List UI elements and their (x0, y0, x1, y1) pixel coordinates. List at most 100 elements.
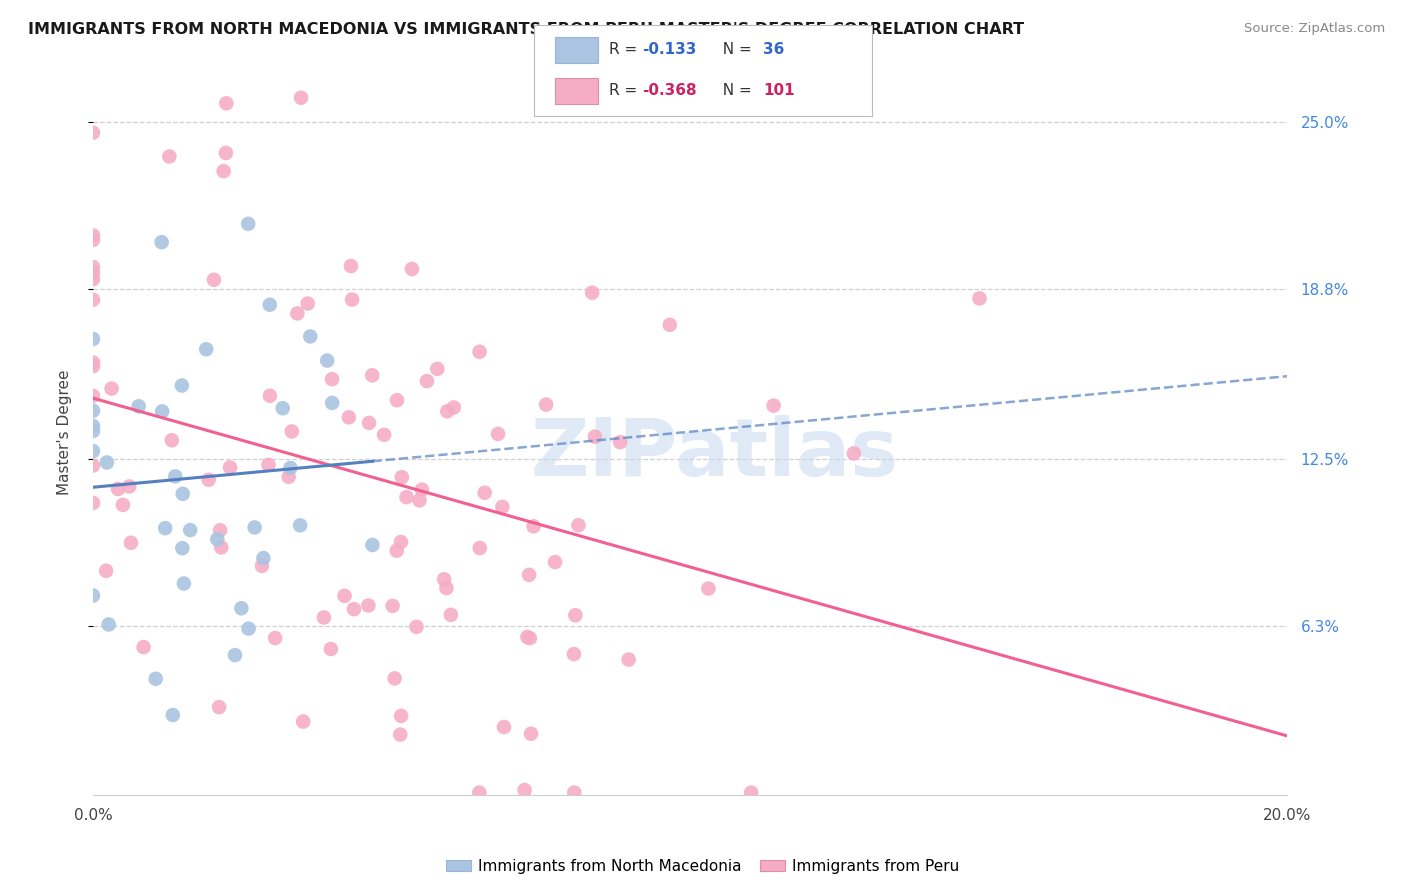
Point (128, 399, 150, 413)
Point (259, 298, 281, 312)
Point (433, 572, 456, 586)
Point (408, 493, 430, 508)
Point (212, 164, 235, 178)
Point (762, 399, 785, 413)
Text: -0.368: -0.368 (643, 84, 697, 98)
Point (411, 483, 433, 497)
Point (468, 786, 491, 800)
Point (96, 455, 118, 469)
Point (82, 403, 104, 417)
Point (385, 543, 408, 558)
Point (179, 523, 201, 537)
Point (373, 427, 395, 442)
Point (491, 500, 513, 514)
Point (202, 273, 225, 287)
Point (160, 434, 183, 448)
Point (468, 541, 491, 555)
Point (94, 564, 117, 578)
Point (287, 306, 309, 320)
Point (516, 630, 538, 644)
Point (82, 266, 104, 280)
Point (321, 396, 343, 410)
Point (209, 541, 232, 555)
Point (170, 378, 193, 392)
Point (436, 581, 458, 595)
Point (544, 555, 567, 569)
Point (842, 446, 865, 460)
Point (209, 523, 232, 537)
Point (82, 444, 104, 458)
Point (416, 374, 439, 388)
Point (82, 389, 104, 403)
Text: N =: N = (713, 43, 756, 57)
Point (292, 714, 315, 729)
Point (337, 410, 360, 425)
Point (617, 652, 640, 666)
Point (82, 233, 104, 247)
Point (440, 607, 463, 622)
Point (517, 567, 540, 582)
Point (357, 599, 380, 613)
Text: R =: R = (609, 43, 643, 57)
Point (340, 293, 363, 307)
Point (361, 538, 384, 552)
Point (519, 631, 541, 645)
Point (389, 535, 412, 549)
Point (82, 272, 104, 286)
Text: 101: 101 (763, 84, 794, 98)
Point (82, 424, 104, 438)
Point (82, 355, 104, 369)
Point (82, 293, 104, 307)
Point (520, 727, 543, 741)
Point (107, 482, 129, 496)
Point (118, 479, 141, 493)
Point (564, 608, 586, 623)
Point (243, 520, 266, 534)
Point (277, 470, 299, 484)
Point (82, 359, 104, 373)
Point (562, 647, 585, 661)
Point (271, 401, 294, 416)
Text: -0.133: -0.133 (643, 43, 697, 57)
Point (426, 362, 449, 376)
Point (401, 262, 423, 277)
Point (357, 416, 380, 430)
Point (264, 631, 287, 645)
Point (389, 709, 412, 723)
Point (389, 728, 412, 742)
Text: R =: R = (609, 84, 643, 98)
Point (157, 149, 180, 163)
Text: 36: 36 (763, 43, 785, 57)
Point (609, 435, 631, 450)
Point (340, 259, 363, 273)
Point (250, 558, 273, 573)
Point (215, 96, 238, 111)
Point (97, 617, 120, 632)
Point (443, 401, 465, 415)
Point (82, 126, 104, 140)
Point (238, 217, 260, 231)
Point (231, 601, 253, 615)
Point (384, 672, 406, 686)
Point (173, 576, 195, 591)
Point (381, 599, 404, 613)
Point (523, 519, 546, 533)
Text: ZIPatlas: ZIPatlas (530, 415, 898, 492)
Point (468, 344, 491, 359)
Point (120, 535, 142, 549)
Point (82, 260, 104, 274)
Point (219, 460, 242, 475)
Point (343, 602, 366, 616)
Point (391, 470, 413, 484)
Text: IMMIGRANTS FROM NORTH MACEDONIA VS IMMIGRANTS FROM PERU MASTER'S DEGREE CORRELAT: IMMIGRANTS FROM NORTH MACEDONIA VS IMMIG… (28, 22, 1024, 37)
Point (697, 582, 720, 596)
Point (100, 382, 122, 396)
Point (321, 372, 343, 386)
Point (150, 235, 173, 250)
Point (238, 622, 260, 636)
Point (132, 640, 155, 654)
Point (288, 518, 311, 533)
Point (583, 430, 606, 444)
Point (172, 541, 194, 556)
Point (150, 404, 173, 418)
